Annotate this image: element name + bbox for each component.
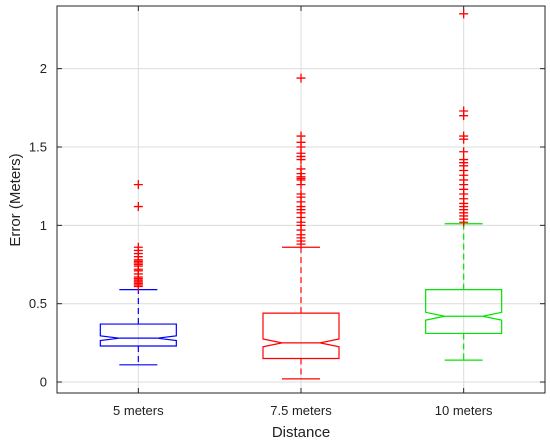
y-axis-label: Error (Meters) xyxy=(7,153,24,246)
box-body xyxy=(262,312,340,360)
outlier-marker xyxy=(296,189,306,199)
box-plot-0 xyxy=(99,180,177,366)
outlier-marker xyxy=(459,131,469,141)
plot-frame xyxy=(56,5,546,394)
y-tick-label: 1.5 xyxy=(29,140,47,155)
outlier-marker xyxy=(459,155,469,165)
outlier-marker xyxy=(459,9,469,19)
x-tick-label: 10 meters xyxy=(435,403,493,418)
y-tick-label: 2 xyxy=(40,61,47,76)
box-plot-1 xyxy=(262,73,340,380)
outlier-marker xyxy=(296,131,306,141)
box-plots xyxy=(99,9,503,380)
box-body xyxy=(425,288,503,335)
y-tick-label: 0.5 xyxy=(29,296,47,311)
x-tick-label: 5 meters xyxy=(113,403,164,418)
outlier-marker xyxy=(459,106,469,116)
x-axis-label: Distance xyxy=(272,424,330,441)
outlier-marker xyxy=(133,180,143,190)
outlier-marker xyxy=(459,147,469,157)
outlier-marker xyxy=(133,242,143,252)
x-tick-label: 7.5 meters xyxy=(270,403,332,418)
y-axis-ticks: 0 0.5 1 1.5 2 xyxy=(29,61,545,390)
outlier-marker xyxy=(296,164,306,174)
y-tick-label: 0 xyxy=(40,375,47,390)
outlier-marker xyxy=(296,73,306,83)
outlier-marker xyxy=(133,202,143,212)
box-plot-2 xyxy=(425,9,503,361)
y-tick-label: 1 xyxy=(40,218,47,233)
box-body xyxy=(99,323,177,347)
x-axis-ticks: 5 meters 7.5 meters 10 meters xyxy=(113,6,493,418)
